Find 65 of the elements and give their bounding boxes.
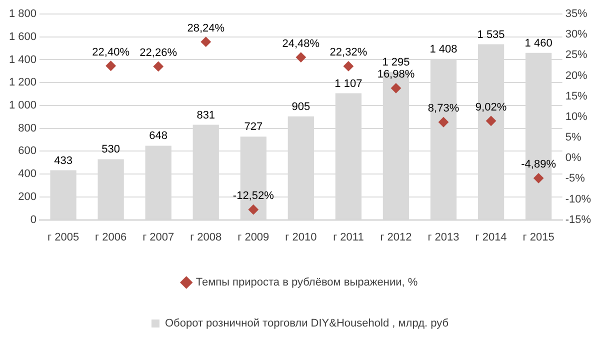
y2-tick-label: 15% [565, 90, 588, 102]
y2-tick-label: -5% [565, 172, 586, 185]
data-label: 9,02% [475, 101, 507, 114]
x-tick-label: г 2006 [95, 231, 127, 244]
data-label: 1 295 [382, 56, 410, 68]
point [248, 204, 258, 215]
x-tick-label: г 2007 [142, 231, 174, 244]
data-label: 1 535 [477, 28, 505, 41]
point [296, 52, 306, 62]
point [106, 60, 116, 71]
data-label: 22,32% [330, 46, 368, 59]
y2-tick-label: 25% [565, 49, 588, 62]
y-tick-label: 0 [30, 214, 37, 226]
legend-label: Темпы прироста в рублёвом выражении, % [196, 276, 418, 289]
y2-tick-label: -15% [565, 214, 592, 226]
point [200, 36, 211, 47]
data-label: 648 [149, 130, 168, 142]
data-label: 1 408 [430, 43, 458, 56]
y-tick-label: 1 200 [8, 76, 37, 89]
data-label: 1 107 [334, 78, 362, 90]
legend-label: Оборот розничной торговли DIY&Household , млрд. руб [164, 318, 449, 330]
x-tick-label: г 2010 [285, 231, 317, 244]
y-tick-label: 600 [18, 145, 37, 158]
y2-tick-label: -10% [565, 193, 592, 206]
data-label: 8,73% [428, 102, 460, 115]
data-label: 22,26% [140, 46, 178, 59]
y2-tick-label: 20% [565, 70, 588, 82]
point [534, 173, 544, 184]
x-tick-label: г 2012 [380, 231, 412, 244]
y-tick-label: 1 800 [8, 8, 37, 20]
data-label: 831 [196, 109, 216, 122]
y2-tick-label: 5% [565, 132, 582, 144]
x-tick-label: г 2013 [428, 231, 460, 244]
x-tick-label: г 2009 [238, 231, 270, 244]
data-label: 28,24% [187, 22, 225, 34]
data-label: -12,52% [232, 190, 274, 202]
y2-tick-label: 30% [565, 28, 588, 41]
y-tick-label: 800 [18, 122, 37, 134]
data-label: 24,48% [282, 38, 320, 50]
data-label: -4,89% [521, 158, 556, 171]
data-label: 22,40% [92, 46, 130, 58]
data-label: 727 [244, 121, 263, 134]
y2-tick-label: 35% [565, 8, 588, 20]
data-label: 530 [102, 144, 120, 156]
x-tick-label: г 2011 [333, 231, 364, 244]
data-label: 1 460 [524, 37, 552, 50]
y2-tick-label: 10% [565, 110, 588, 123]
y-tick-label: 400 [18, 168, 37, 180]
point [486, 116, 496, 126]
point [153, 61, 164, 72]
y-tick-label: 1 400 [8, 54, 37, 66]
y-tick-label: 1 600 [8, 30, 37, 43]
y-tick-label: 1 000 [8, 100, 37, 112]
x-tick-label: г 2015 [522, 231, 554, 244]
x-tick-label: г 2014 [475, 231, 507, 244]
point [390, 83, 401, 94]
y-tick-label: 200 [18, 190, 37, 203]
data-label: 433 [54, 154, 72, 167]
data-label: 905 [292, 100, 310, 113]
x-tick-label: г 2008 [190, 231, 222, 244]
point [438, 117, 449, 128]
data-label: 16,98% [377, 68, 415, 81]
y2-tick-label: 0% [565, 152, 582, 164]
x-tick-label: г 2005 [48, 231, 80, 244]
point [343, 61, 354, 72]
